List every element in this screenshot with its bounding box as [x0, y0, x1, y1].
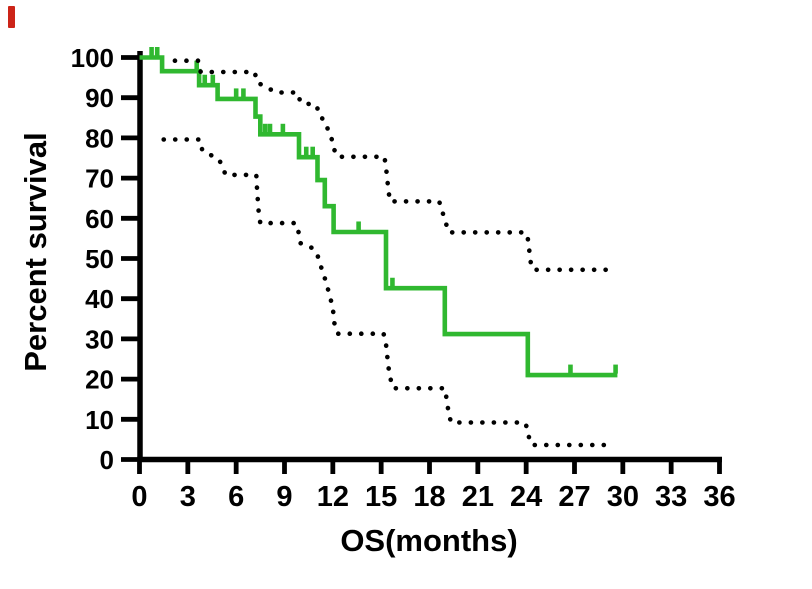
ci-lower-curve: [161, 137, 615, 448]
x-tick-label: 3: [180, 481, 196, 513]
y-tick-label: 50: [85, 244, 114, 274]
x-tick-label: 21: [462, 481, 494, 513]
x-tick-label: 36: [703, 481, 735, 513]
y-axis-title: Percent survival: [18, 132, 53, 372]
x-tick-label: 24: [510, 481, 542, 513]
ci-upper-curve: [172, 58, 616, 273]
y-tick-label: 70: [85, 164, 114, 194]
x-tick-label: 6: [228, 481, 244, 513]
x-tick-label: 33: [655, 481, 687, 513]
x-tick-label: 18: [413, 481, 445, 513]
y-tick-label: 40: [85, 284, 114, 314]
y-tick-label: 0: [100, 445, 114, 475]
corner-red-mark: [8, 6, 15, 28]
y-tick-label: 20: [85, 365, 114, 395]
survival-curve: [139, 55, 618, 378]
x-tick-label: 0: [131, 481, 147, 513]
y-tick-label: 10: [85, 405, 114, 435]
x-tick-label: 9: [276, 481, 292, 513]
x-tick-label: 27: [558, 481, 590, 513]
y-tick-label: 80: [85, 123, 114, 153]
y-tick-label: 60: [85, 204, 114, 234]
y-tick-label: 100: [71, 43, 114, 73]
y-tick-label: 90: [85, 83, 114, 113]
y-tick-label: 30: [85, 324, 114, 354]
x-tick-label: 15: [365, 481, 397, 513]
x-tick-label: 12: [317, 481, 349, 513]
x-axis-title: OS(months): [340, 523, 517, 558]
x-tick-label: 30: [607, 481, 639, 513]
series-layer: [139, 47, 618, 448]
